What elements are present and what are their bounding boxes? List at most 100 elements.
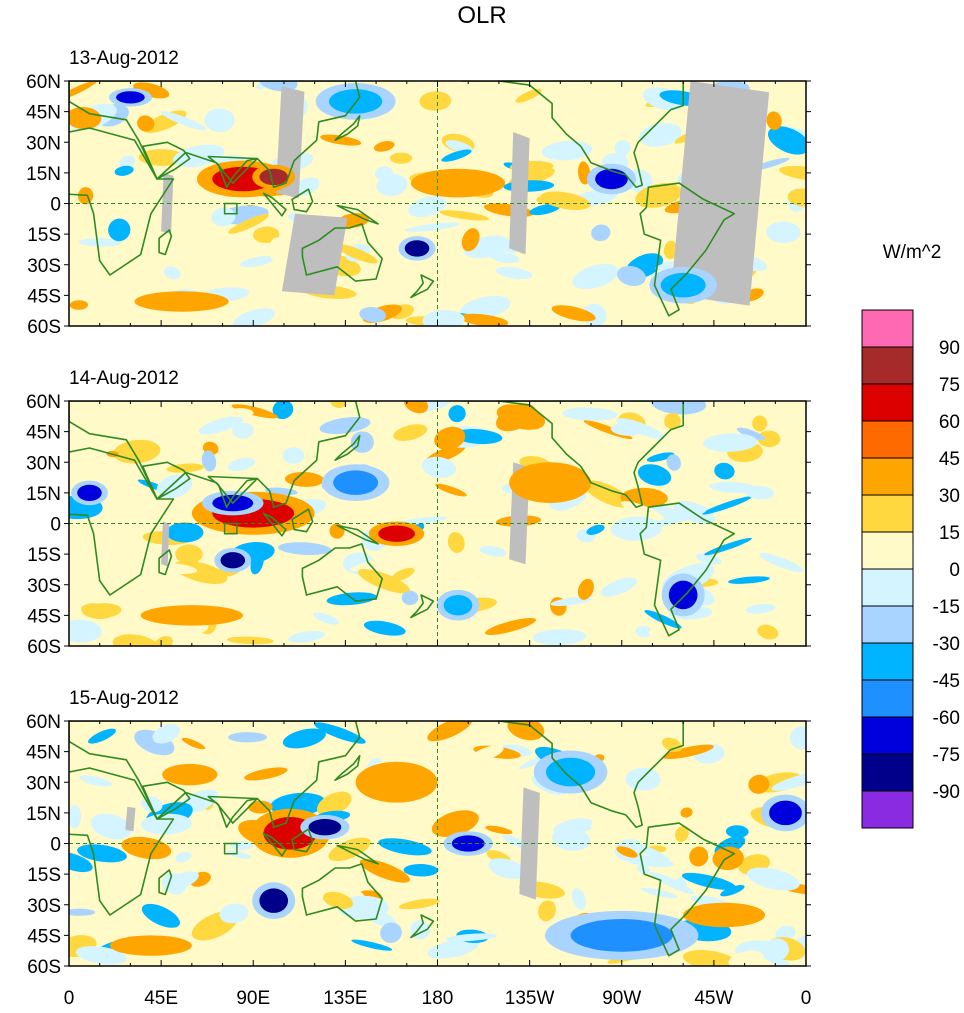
anomaly-core: [683, 902, 766, 928]
coastline-12: [141, 781, 191, 820]
colorbar-swatch: [861, 457, 914, 496]
anomaly-cell: [227, 457, 256, 472]
anomaly-cell: [787, 188, 806, 207]
anomaly-cell: [81, 603, 113, 620]
anomaly-core: [134, 291, 229, 312]
coastline-6: [639, 182, 736, 317]
anomaly-cell: [277, 542, 332, 555]
anomaly-cell: [75, 946, 127, 965]
anomaly-cell: [232, 422, 254, 439]
anomaly-cell: [393, 424, 428, 441]
anomaly-core: [443, 594, 473, 616]
anomaly-cell: [571, 888, 586, 910]
coastline-1: [69, 721, 361, 829]
anomaly-cell: [518, 448, 546, 455]
coastline-4: [207, 795, 259, 829]
colorbar-label: 60: [939, 412, 960, 433]
anomaly-cell: [322, 891, 354, 910]
anomaly-cell: [434, 426, 466, 450]
anomaly-core: [546, 757, 596, 787]
colorbar-label: -45: [933, 671, 960, 692]
anomaly-cell: [488, 858, 525, 879]
coastline-3: [158, 229, 173, 256]
anomaly-cell: [766, 221, 801, 243]
coastline-10: [334, 114, 361, 141]
coastline-8: [291, 188, 314, 213]
anomaly-cell: [461, 228, 480, 252]
anomaly-core: [308, 819, 342, 836]
anomaly-cell: [359, 306, 387, 323]
coastline-0: [69, 447, 175, 596]
anomaly-cell: [162, 871, 199, 891]
lat-tick-label: 30S: [27, 896, 61, 917]
missing-data-region: [519, 787, 540, 900]
anomaly-cell: [391, 567, 415, 582]
anomaly-cell: [330, 401, 346, 409]
anomaly-cell: [376, 173, 408, 197]
anomaly-cell: [680, 807, 693, 818]
anomaly-cell: [398, 898, 440, 910]
anomaly-cell: [458, 313, 509, 326]
coastline-11: [410, 594, 435, 619]
lat-tick-label: 15N: [26, 804, 61, 825]
anomaly-core: [355, 761, 438, 803]
anomaly-core: [595, 168, 628, 190]
anomaly-cell: [386, 869, 406, 878]
anomaly-cell: [591, 224, 611, 242]
anomaly-cell: [314, 722, 366, 744]
colorbar-label: -30: [933, 634, 960, 655]
panel-date: 13-Aug-2012: [69, 48, 179, 69]
lon-tick-label: 135W: [505, 988, 555, 1009]
map-panel: 60N 45N 30N 15N 0 15S 30S 45S 60S 14-Aug-2012: [26, 368, 811, 658]
anomaly-cell: [459, 295, 511, 320]
anomaly-cell: [175, 851, 192, 863]
coastline-11: [410, 914, 435, 939]
colorbar: W/m^2 90 75 60 45 30 15 0 -15 -30 -45 -60 -75 -90: [861, 242, 960, 829]
coastline-7: [262, 512, 287, 537]
anomaly-cell: [380, 922, 402, 943]
anomaly-cell: [714, 462, 735, 480]
anomaly-cell: [226, 408, 254, 418]
coastline-0: [69, 767, 175, 916]
anomaly-cell: [484, 617, 537, 635]
anomaly-cell: [621, 501, 664, 521]
anomaly-core: [220, 552, 246, 569]
reference-box: [223, 842, 238, 855]
anomaly-cell: [562, 407, 618, 421]
anomaly-cell: [547, 120, 597, 138]
coastline-10: [334, 754, 361, 782]
anomaly-cell: [712, 846, 744, 871]
anomaly-cell: [616, 418, 665, 439]
anomaly-cell: [644, 610, 682, 629]
longitude-axis: 0 45E 90E 135E 180 135W 90W 45W 0: [64, 988, 812, 1009]
anomaly-core: [259, 888, 289, 913]
anomaly-cell: [515, 88, 542, 103]
anomaly-cell: [69, 81, 98, 102]
lat-tick-label: 45S: [27, 286, 61, 307]
coastline-3: [158, 549, 173, 576]
olr-field: [69, 401, 806, 646]
anomaly-cell: [551, 305, 596, 322]
missing-data-region: [509, 132, 530, 255]
anomaly-core: [404, 240, 430, 257]
anomaly-cell: [648, 628, 683, 646]
colorbar-swatch: [861, 309, 914, 348]
anomaly-cell: [431, 810, 479, 837]
coastline-1: [69, 401, 361, 509]
anomaly-cell: [198, 415, 244, 435]
anomaly-cell: [458, 520, 476, 529]
anomaly-cell: [704, 533, 725, 549]
anomaly-cell: [745, 603, 776, 614]
anomaly-cell: [586, 524, 605, 535]
anomaly-cell: [357, 569, 411, 594]
coastline-5: [461, 721, 685, 829]
coastline-9: [336, 844, 379, 865]
anomaly-cell: [720, 885, 745, 897]
anomaly-cell: [766, 111, 782, 131]
coastline-10: [334, 434, 361, 462]
anomaly-cell: [119, 155, 135, 169]
lat-tick-label: 0: [50, 515, 61, 536]
coastline-4: [207, 475, 259, 509]
anomaly-cell: [577, 578, 594, 600]
anomaly-cell: [226, 636, 274, 645]
